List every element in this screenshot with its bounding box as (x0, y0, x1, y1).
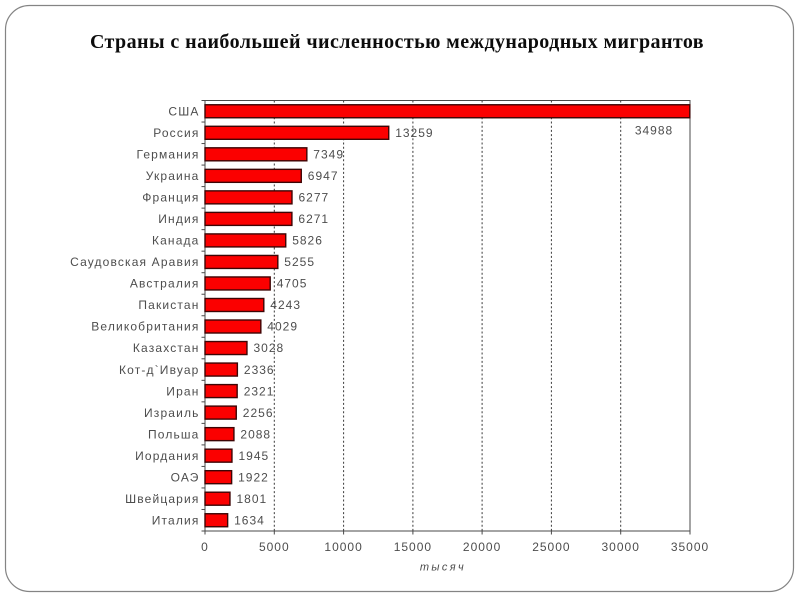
svg-text:2336: 2336 (244, 363, 275, 377)
svg-text:Казахстан: Казахстан (133, 341, 200, 355)
svg-text:4243: 4243 (270, 298, 301, 312)
svg-text:6271: 6271 (298, 212, 329, 226)
svg-text:Иран: Иран (166, 384, 199, 398)
svg-text:тысяч: тысяч (420, 562, 466, 574)
svg-text:Франция: Франция (142, 191, 199, 205)
svg-text:20000: 20000 (463, 540, 501, 554)
svg-text:15000: 15000 (394, 540, 432, 554)
svg-text:3028: 3028 (254, 341, 285, 355)
svg-text:Россия: Россия (153, 126, 199, 140)
svg-text:1945: 1945 (239, 449, 270, 463)
svg-text:Кот-д`Ивуар: Кот-д`Ивуар (119, 363, 200, 377)
svg-text:7349: 7349 (313, 148, 344, 162)
svg-text:6277: 6277 (299, 191, 330, 205)
svg-text:2321: 2321 (244, 384, 275, 398)
svg-text:Пакистан: Пакистан (138, 298, 199, 312)
svg-text:Израиль: Израиль (144, 406, 199, 420)
svg-text:35000: 35000 (671, 540, 709, 554)
svg-text:0: 0 (201, 540, 209, 554)
svg-text:4705: 4705 (277, 277, 308, 291)
svg-text:5000: 5000 (259, 540, 290, 554)
svg-text:10000: 10000 (324, 540, 362, 554)
svg-text:Иордания: Иордания (135, 449, 199, 463)
svg-text:Австралия: Австралия (130, 277, 200, 291)
svg-text:Индия: Индия (158, 212, 199, 226)
svg-text:6947: 6947 (308, 169, 339, 183)
svg-text:5826: 5826 (292, 234, 323, 248)
svg-text:1634: 1634 (234, 513, 265, 527)
svg-text:Италия: Италия (152, 513, 200, 527)
svg-text:25000: 25000 (532, 540, 570, 554)
svg-text:1922: 1922 (238, 470, 269, 484)
svg-text:34988: 34988 (635, 124, 673, 138)
svg-text:1801: 1801 (237, 492, 268, 506)
svg-text:Германия: Германия (137, 148, 200, 162)
svg-text:Польша: Польша (148, 427, 200, 441)
svg-text:Саудовская Аравия: Саудовская Аравия (70, 255, 199, 269)
svg-text:ОАЭ: ОАЭ (171, 470, 200, 484)
svg-text:2088: 2088 (240, 427, 271, 441)
svg-text:5255: 5255 (284, 255, 315, 269)
svg-text:30000: 30000 (602, 540, 640, 554)
svg-text:Швейцария: Швейцария (125, 492, 199, 506)
svg-text:2256: 2256 (243, 406, 274, 420)
svg-text:США: США (168, 104, 199, 118)
svg-text:Великобритания: Великобритания (91, 320, 199, 334)
svg-text:4029: 4029 (267, 320, 298, 334)
svg-text:13259: 13259 (395, 126, 433, 140)
svg-text:Канада: Канада (152, 234, 200, 248)
svg-text:Украина: Украина (146, 169, 200, 183)
